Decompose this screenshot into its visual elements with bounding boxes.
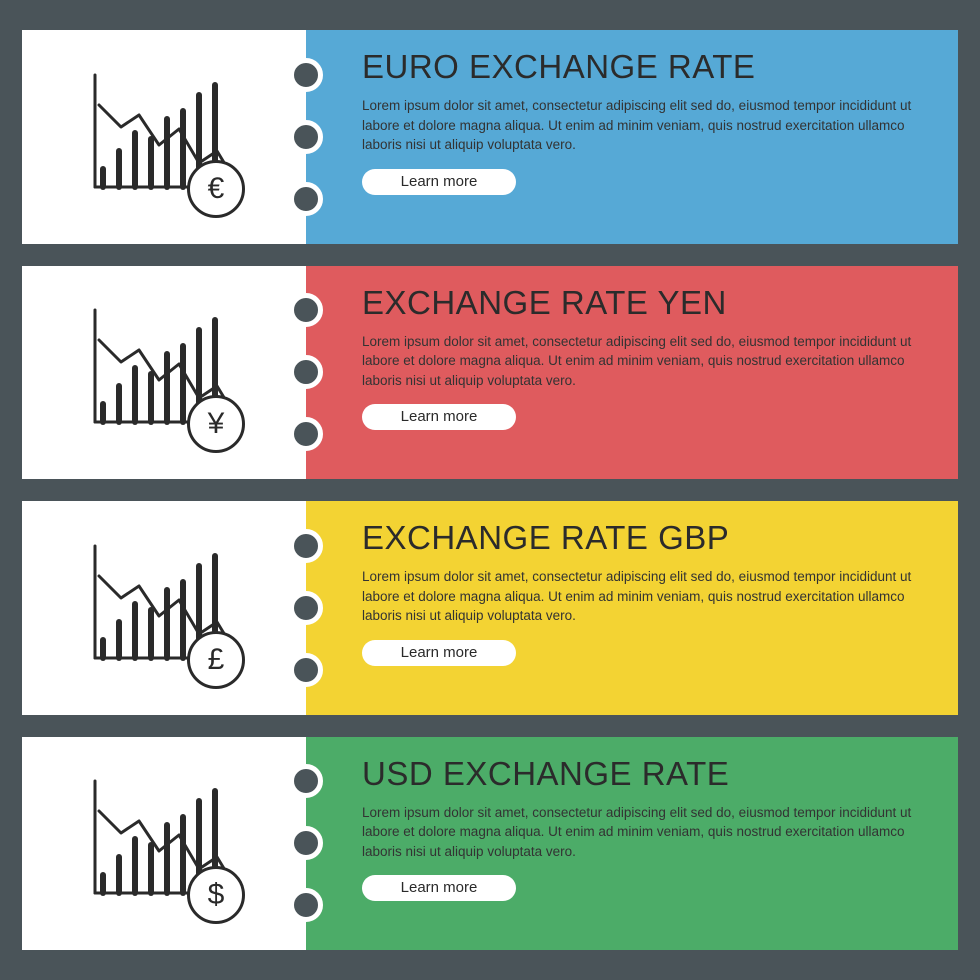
dot <box>289 293 323 327</box>
content-panel: EURO EXCHANGE RATE Lorem ipsum dolor sit… <box>306 30 958 244</box>
banner-body: Lorem ipsum dolor sit amet, consectetur … <box>362 96 922 155</box>
gbp-coin-icon: £ <box>187 631 245 689</box>
learn-more-button[interactable]: Learn more <box>362 875 516 901</box>
growth-chart-icon: ¥ <box>89 297 239 447</box>
banner-title: EURO EXCHANGE RATE <box>362 48 930 86</box>
content-panel: EXCHANGE RATE YEN Lorem ipsum dolor sit … <box>306 266 958 480</box>
dot <box>289 58 323 92</box>
banner-gbp: £ EXCHANGE RATE GBP Lorem ipsum dolor si… <box>22 501 958 715</box>
content-panel: EXCHANGE RATE GBP Lorem ipsum dolor sit … <box>306 501 958 715</box>
growth-chart-icon: £ <box>89 533 239 683</box>
growth-chart-icon: $ <box>89 768 239 918</box>
dot <box>289 417 323 451</box>
banner-body: Lorem ipsum dolor sit amet, consectetur … <box>362 567 922 626</box>
icon-panel: € <box>22 30 306 244</box>
banner-usd: $ USD EXCHANGE RATE Lorem ipsum dolor si… <box>22 737 958 951</box>
dot <box>289 653 323 687</box>
learn-more-button[interactable]: Learn more <box>362 404 516 430</box>
yen-coin-icon: ¥ <box>187 395 245 453</box>
dot <box>289 529 323 563</box>
icon-panel: £ <box>22 501 306 715</box>
euro-coin-icon: € <box>187 160 245 218</box>
growth-chart-icon: € <box>89 62 239 212</box>
dot <box>289 591 323 625</box>
learn-more-button[interactable]: Learn more <box>362 640 516 666</box>
dot <box>289 355 323 389</box>
banner-euro: € EURO EXCHANGE RATE Lorem ipsum dolor s… <box>22 30 958 244</box>
dot <box>289 826 323 860</box>
currency-symbol: € <box>208 172 225 206</box>
icon-panel: ¥ <box>22 266 306 480</box>
dot <box>289 764 323 798</box>
icon-panel: $ <box>22 737 306 951</box>
content-panel: USD EXCHANGE RATE Lorem ipsum dolor sit … <box>306 737 958 951</box>
dot <box>289 888 323 922</box>
dot <box>289 120 323 154</box>
banner-body: Lorem ipsum dolor sit amet, consectetur … <box>362 803 922 862</box>
learn-more-button[interactable]: Learn more <box>362 169 516 195</box>
usd-coin-icon: $ <box>187 866 245 924</box>
currency-symbol: $ <box>208 878 225 912</box>
banner-title: EXCHANGE RATE GBP <box>362 519 930 557</box>
dot <box>289 182 323 216</box>
banner-body: Lorem ipsum dolor sit amet, consectetur … <box>362 332 922 391</box>
banner-title: EXCHANGE RATE YEN <box>362 284 930 322</box>
banner-title: USD EXCHANGE RATE <box>362 755 930 793</box>
banner-yen: ¥ EXCHANGE RATE YEN Lorem ipsum dolor si… <box>22 266 958 480</box>
currency-symbol: ¥ <box>208 407 225 441</box>
currency-symbol: £ <box>208 643 225 677</box>
